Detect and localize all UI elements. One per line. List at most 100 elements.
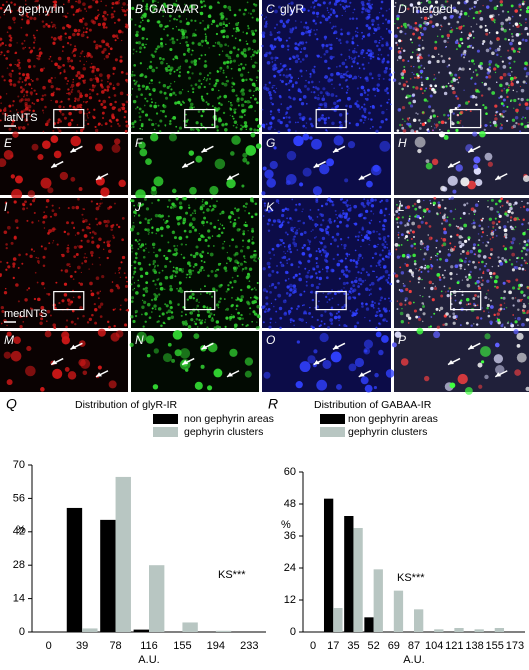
signal-dot xyxy=(351,311,355,315)
signal-dot xyxy=(516,80,520,84)
signal-dot xyxy=(357,235,360,238)
signal-dot xyxy=(466,37,469,39)
signal-dot xyxy=(378,237,382,241)
signal-dot xyxy=(385,307,387,309)
signal-dot xyxy=(249,104,253,109)
signal-dot xyxy=(109,240,111,242)
signal-dot xyxy=(94,128,99,133)
signal-dot xyxy=(180,28,185,33)
signal-dot xyxy=(459,324,462,327)
signal-dot xyxy=(78,187,83,191)
signal-dot xyxy=(79,73,82,77)
signal-dot xyxy=(135,291,139,295)
signal-dot xyxy=(256,101,259,104)
signal-dot xyxy=(100,187,110,197)
signal-dot xyxy=(229,281,232,284)
signal-dot xyxy=(186,273,189,276)
signal-dot xyxy=(472,243,477,247)
signal-dot xyxy=(14,51,18,55)
signal-dot xyxy=(151,68,156,73)
signal-dot xyxy=(313,349,318,354)
signal-dot xyxy=(384,88,388,93)
signal-dot xyxy=(417,224,422,229)
panel-letter: M xyxy=(4,333,14,347)
signal-dot xyxy=(421,278,423,281)
signal-dot xyxy=(349,310,352,312)
signal-dot xyxy=(496,39,499,42)
signal-dot xyxy=(283,312,288,316)
signal-dot xyxy=(406,85,409,88)
signal-dot xyxy=(370,288,372,290)
signal-dot xyxy=(408,232,411,235)
signal-dot xyxy=(446,65,449,68)
signal-dot xyxy=(244,257,246,259)
signal-dot xyxy=(114,39,117,42)
signal-dot xyxy=(415,315,419,319)
signal-dot xyxy=(352,11,354,14)
signal-dot xyxy=(269,160,278,170)
signal-dot xyxy=(456,97,460,100)
signal-dot xyxy=(338,83,342,86)
signal-dot xyxy=(285,68,288,71)
signal-dot xyxy=(510,80,513,83)
signal-dot xyxy=(148,88,151,91)
signal-dot xyxy=(0,53,2,56)
signal-dot xyxy=(474,88,477,91)
arrow-head xyxy=(313,163,320,168)
signal-dot xyxy=(268,93,272,97)
signal-dot xyxy=(107,80,109,83)
signal-dot xyxy=(204,60,207,63)
signal-dot xyxy=(433,78,435,81)
signal-dot xyxy=(459,226,463,231)
signal-dot xyxy=(238,115,242,119)
signal-dot xyxy=(467,180,477,190)
signal-dot xyxy=(452,90,456,95)
signal-dot xyxy=(430,286,434,291)
signal-dot xyxy=(226,251,228,254)
signal-dot xyxy=(148,231,150,234)
signal-dot xyxy=(431,158,439,166)
signal-dot xyxy=(407,322,410,324)
signal-dot xyxy=(468,67,472,71)
signal-dot xyxy=(151,186,157,192)
signal-dot xyxy=(174,55,178,59)
signal-dot xyxy=(264,208,268,212)
signal-dot xyxy=(48,57,51,60)
signal-dot xyxy=(379,104,383,108)
signal-dot xyxy=(195,299,198,303)
signal-dot xyxy=(336,225,340,228)
arrow-head xyxy=(448,360,454,365)
signal-dot xyxy=(221,224,224,227)
signal-dot xyxy=(329,13,333,17)
signal-dot xyxy=(159,90,163,94)
signal-dot xyxy=(333,220,336,223)
signal-dot xyxy=(174,94,177,97)
signal-dot xyxy=(155,47,158,51)
signal-dot xyxy=(480,346,491,357)
signal-dot xyxy=(219,12,223,16)
signal-dot xyxy=(226,256,231,260)
signal-dot xyxy=(468,213,470,215)
signal-dot xyxy=(204,201,209,205)
signal-dot xyxy=(476,316,480,320)
signal-dot xyxy=(9,110,12,113)
signal-dot xyxy=(190,84,193,87)
signal-dot xyxy=(154,283,157,286)
signal-dot xyxy=(449,382,456,389)
signal-dot xyxy=(240,51,245,55)
signal-dot xyxy=(514,116,519,120)
signal-dot xyxy=(111,1,115,6)
signal-dot xyxy=(163,219,165,221)
signal-dot xyxy=(332,25,335,28)
signal-dot xyxy=(224,269,228,273)
x-tick-label: 0 xyxy=(310,640,316,652)
signal-dot xyxy=(263,310,267,313)
signal-dot xyxy=(250,215,254,219)
signal-dot xyxy=(33,197,36,200)
signal-dot xyxy=(331,289,333,291)
signal-dot xyxy=(277,36,281,40)
signal-dot xyxy=(140,93,143,97)
signal-dot xyxy=(82,81,86,84)
signal-dot xyxy=(489,305,494,309)
